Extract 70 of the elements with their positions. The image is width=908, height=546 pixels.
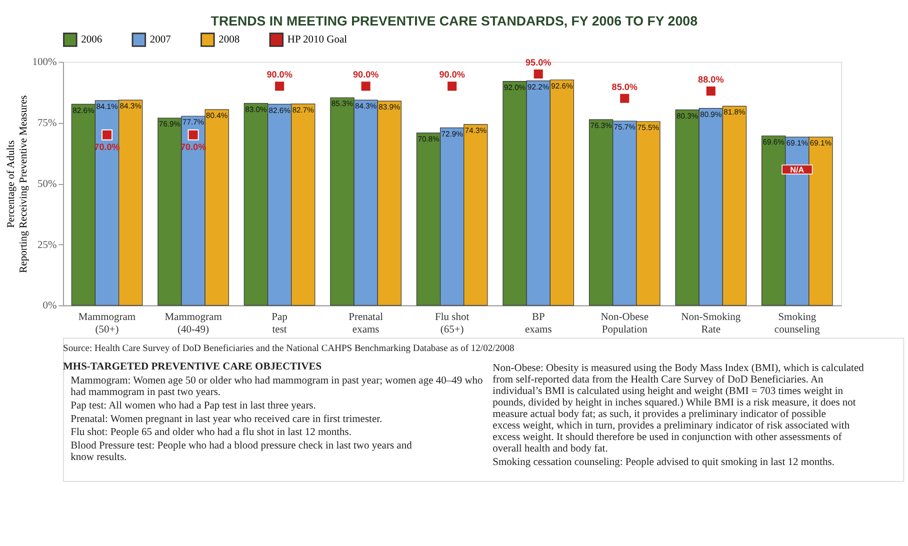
text: Flu shot: People 65 and older who had a flu shot in last 12 months. xyxy=(70,427,352,438)
data-label: 82.6% xyxy=(268,106,291,115)
data-label: 70.8% xyxy=(418,134,440,144)
y-tick-label: 0% xyxy=(42,300,58,312)
y-tick-label: 75% xyxy=(38,118,58,130)
data-label: 69.1% xyxy=(810,138,832,148)
data-label: 81.8% xyxy=(724,108,746,117)
data-label: 84.3% xyxy=(355,102,377,111)
data-label: 90.0% xyxy=(266,70,292,80)
point xyxy=(102,129,112,140)
text: Mammogram: Women age 50 or older who had mammogram in past year; women age 40–49 who had mammogram in past two years. xyxy=(70,376,483,398)
data-label: 90.0% xyxy=(352,70,379,80)
data-label: 92.6% xyxy=(551,81,573,90)
legend-label: 2007 xyxy=(150,34,171,46)
data-label: 82.6% xyxy=(72,106,94,115)
data-label: 74.3% xyxy=(464,126,487,136)
x-tick-label: Non-Smoking Rate xyxy=(681,312,742,336)
data-label: 92.0% xyxy=(504,82,526,92)
point xyxy=(619,92,630,104)
data-label: 90.0% xyxy=(439,70,465,80)
x-tick-label: Non-Obese Population xyxy=(600,312,649,336)
y-tick-label: 100% xyxy=(32,57,58,68)
data-label: 80.3% xyxy=(676,111,698,120)
y-axis-title: Percentage of Adults Reporting Receiving Preventive Measures xyxy=(6,95,30,273)
x-tick-label: Mammogram (50+) xyxy=(78,312,136,336)
data-label: 76.3% xyxy=(590,121,612,130)
point xyxy=(274,80,286,92)
data-label: 85.0% xyxy=(612,82,638,92)
data-label: 75.7% xyxy=(614,122,636,132)
data-label: 72.9% xyxy=(441,129,464,138)
data-label: 85.3% xyxy=(331,99,354,108)
data-label: 77.7% xyxy=(182,118,204,127)
data-label: 84.1% xyxy=(96,102,118,112)
text: Non-Obese: Obesity is measured using the Body Mass Index (BMI), which is calculated from self-reported data from the Health Care Survey of DoD Beneficiaries. An individual’s BMI is calculated using height and weight (BMI = 703 times weight in pounds, divided by height in inches squared.) While BMI is a risk measure, it does not measure actual body fat; as such, it provides a preliminary indicator of possible excess weight, which in turn, provides a preliminary indicator of risk associated with excess weight. It should therefore be used in conjunction with other assessments of overall health and body fat. xyxy=(492,363,865,454)
data-label: 88.0% xyxy=(698,74,724,84)
data-label: 82.7% xyxy=(292,106,314,115)
data-label: 95.0% xyxy=(526,57,552,68)
text: Prenatal: Women pregnant in last year who received care in first trimester. xyxy=(70,414,382,425)
x-tick-label: Smoking counseling xyxy=(774,312,821,336)
x-tick-label: Mammogram (40-49) xyxy=(164,312,222,336)
x-tick-label: Flu shot (65+) xyxy=(435,312,470,336)
data-label: 80.4% xyxy=(206,111,228,120)
data-label: 80.9% xyxy=(700,110,722,119)
x-tick-label: Prenatal exams xyxy=(348,312,384,336)
data-label: 84.3% xyxy=(120,102,142,111)
data-label: 69.6% xyxy=(762,137,785,146)
legend-label: 2008 xyxy=(218,34,240,46)
point xyxy=(705,86,716,97)
point xyxy=(360,80,372,92)
data-label: 92.2% xyxy=(528,82,550,92)
point xyxy=(188,129,199,140)
chart-title: TRENDS IN MEETING PREVENTIVE CARE STANDARDS, FY 2006 TO FY 2008 xyxy=(210,14,698,29)
data-label: 83.9% xyxy=(378,102,400,112)
point xyxy=(446,80,458,92)
source-note: Source: Health Care Survey of DoD Beneficiaries and the National CAHPS Benchmarking Database as of 12/02/2008 xyxy=(63,343,515,354)
x-tick-label: BP exams xyxy=(524,312,552,336)
y-tick-label: 50% xyxy=(38,178,58,190)
text: Blood Pressure test: People who had a blood pressure check in last two years and know results. xyxy=(70,440,413,463)
data-label: 69.1% xyxy=(786,138,808,148)
x-tick-label: Pap test xyxy=(272,312,288,336)
legend-label: 2006 xyxy=(81,34,102,46)
text: Smoking cessation counseling: People advised to quit smoking in last 12 months. xyxy=(492,456,834,468)
data-label: 75.5% xyxy=(637,123,660,132)
y-tick-label: 25% xyxy=(38,240,58,251)
legend-label: HP 2010 Goal xyxy=(287,34,348,46)
text: Pap test: All women who had a Pap test in last three years. xyxy=(70,400,316,412)
point xyxy=(532,68,544,80)
data-label: 83.0% xyxy=(245,104,267,114)
text: MHS-TARGETED PREVENTIVE CARE OBJECTIVES xyxy=(63,361,322,372)
data-label: 76.9% xyxy=(158,120,181,129)
